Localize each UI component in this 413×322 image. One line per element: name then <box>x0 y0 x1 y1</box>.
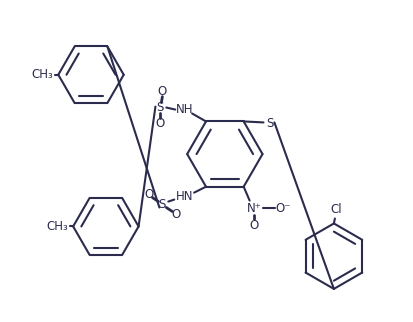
Text: CH₃: CH₃ <box>46 220 68 233</box>
Text: N⁺: N⁺ <box>247 202 262 215</box>
Text: S: S <box>157 101 164 114</box>
Text: S: S <box>266 117 273 130</box>
Text: S: S <box>159 198 166 211</box>
Text: O: O <box>144 188 153 201</box>
Text: O: O <box>249 219 258 232</box>
Text: HN: HN <box>176 190 193 203</box>
Text: Cl: Cl <box>330 203 342 215</box>
Text: CH₃: CH₃ <box>31 68 53 81</box>
Text: NH: NH <box>176 103 193 116</box>
Text: O⁻: O⁻ <box>275 202 291 215</box>
Text: O: O <box>172 208 181 221</box>
Text: O: O <box>156 117 165 130</box>
Text: O: O <box>158 85 167 98</box>
